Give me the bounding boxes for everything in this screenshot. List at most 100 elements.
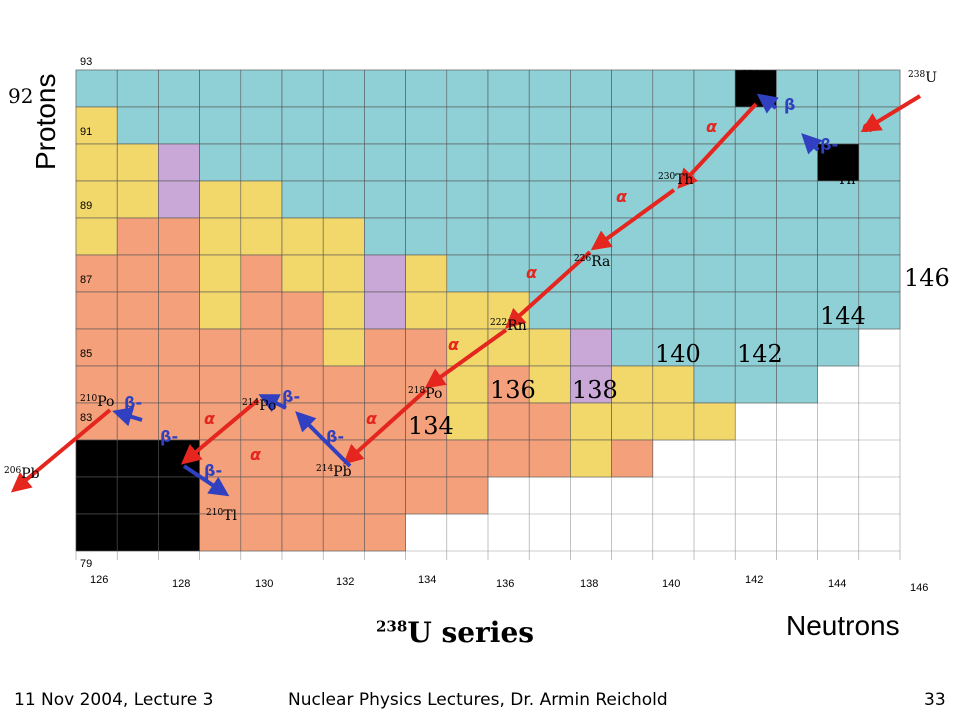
nuclide-label-po218: 218Po <box>408 386 442 402</box>
isotope-cell <box>693 217 736 256</box>
isotope-cell <box>858 291 901 330</box>
isotope-cell <box>75 291 118 330</box>
isotope-cell <box>570 217 612 256</box>
isotope-cell <box>281 106 324 145</box>
isotope-cell <box>693 69 736 108</box>
neutron-tick: 132 <box>336 576 355 588</box>
isotope-cell <box>611 291 654 330</box>
isotope-cell <box>240 328 283 367</box>
alpha-decay-arrow <box>180 398 260 465</box>
isotope-cell <box>611 402 654 441</box>
alpha-symbol: α <box>204 409 216 428</box>
x-axis-title: Neutrons <box>786 610 900 641</box>
isotope-cell <box>734 365 777 404</box>
beta-decay-arrow <box>258 394 287 413</box>
isotope-cell <box>240 143 283 182</box>
isotope-cell <box>240 291 283 330</box>
isotope-cell <box>487 328 530 367</box>
series-title-text: U series <box>407 616 535 649</box>
proton-tick: 85 <box>80 348 93 360</box>
isotope-cell <box>652 69 695 108</box>
isotope-cell <box>364 365 406 404</box>
isotope-cell <box>75 476 118 515</box>
beta-symbol: β- <box>124 393 142 412</box>
isotope-cell <box>240 217 283 256</box>
nuclide-label-u234: 234U <box>742 70 771 86</box>
cell-layer <box>75 69 901 552</box>
proton-tick: 83 <box>80 412 93 424</box>
isotope-cell <box>281 439 324 478</box>
footer-date: 11 Nov 2004, Lecture 3 <box>14 690 214 710</box>
isotope-cell <box>75 217 118 256</box>
series-title: 238U series <box>376 616 534 649</box>
isotope-cell <box>364 291 406 330</box>
isotope-cell <box>322 217 365 256</box>
proton-tick: 91 <box>80 126 93 138</box>
isotope-cell <box>116 69 159 108</box>
isotope-cell <box>281 328 324 367</box>
isotope-cell <box>322 513 365 552</box>
isotope-cell <box>240 513 283 552</box>
isotope-cell <box>158 402 200 441</box>
isotope-cell <box>652 365 695 404</box>
isotope-cell <box>199 328 242 367</box>
isotope-cell <box>528 291 571 330</box>
isotope-cell <box>322 476 365 515</box>
isotope-cell <box>570 439 612 478</box>
isotope-cell <box>364 180 406 219</box>
isotope-cell <box>528 402 571 441</box>
big-neutron-label: 146 <box>904 264 950 292</box>
isotope-cell <box>611 439 654 478</box>
alpha-decay-arrow <box>590 188 676 251</box>
nuclide-label-th230: 230Th <box>658 172 694 188</box>
isotope-cell <box>240 180 283 219</box>
nuclide-label-mass: 238 <box>908 70 925 80</box>
alpha-decay-arrow <box>424 328 508 389</box>
footer-course: Nuclear Physics Lectures, Dr. Armin Reic… <box>288 690 668 710</box>
isotope-cell <box>281 254 324 293</box>
neutron-tick: 130 <box>255 578 274 590</box>
isotope-cell <box>570 365 612 404</box>
isotope-cell <box>858 143 901 182</box>
isotope-cell <box>405 106 448 145</box>
nuclide-label-mass: 226 <box>574 254 591 264</box>
isotope-cell <box>116 106 159 145</box>
nuclide-label-mass: 218 <box>408 386 425 396</box>
nuclide-label-symbol: Ra <box>591 254 610 270</box>
nuclide-label-mass: 222 <box>490 318 507 328</box>
y-axis-title: Protons <box>30 73 61 171</box>
isotope-cell <box>570 328 612 367</box>
isotope-cell <box>364 328 406 367</box>
isotope-cell <box>528 217 571 256</box>
nuclide-label-pb206: 206Pb <box>4 466 40 482</box>
proton-tick: 89 <box>80 200 93 212</box>
isotope-cell <box>734 143 777 182</box>
isotope-cell <box>611 217 654 256</box>
isotope-cell <box>817 217 860 256</box>
isotope-cell <box>817 106 860 145</box>
isotope-cell <box>611 106 654 145</box>
neutron-tick: 140 <box>662 578 681 590</box>
isotope-cell <box>652 106 695 145</box>
isotope-cell <box>240 254 283 293</box>
alpha-symbol: α <box>862 117 874 136</box>
nuclide-label-symbol: Th <box>675 172 693 188</box>
alpha-decay-arrow <box>860 94 922 133</box>
nuclide-label-symbol: Pb <box>333 464 351 480</box>
isotope-cell <box>570 106 612 145</box>
isotope-cell <box>817 254 860 293</box>
alpha-symbol: α <box>448 335 460 354</box>
isotope-cell <box>858 180 901 219</box>
isotope-cell <box>364 69 406 108</box>
big-neutron-label: 136 <box>490 376 536 404</box>
isotope-cell <box>158 69 200 108</box>
isotope-cell <box>281 476 324 515</box>
isotope-cell <box>75 254 118 293</box>
isotope-cell <box>817 291 860 330</box>
isotope-cell <box>528 328 571 367</box>
isotope-cell <box>240 476 283 515</box>
nuclide-label-symbol: U <box>759 70 771 86</box>
isotope-cell <box>322 180 365 219</box>
isotope-cell <box>364 402 406 441</box>
beta-symbol: β- <box>326 427 344 446</box>
